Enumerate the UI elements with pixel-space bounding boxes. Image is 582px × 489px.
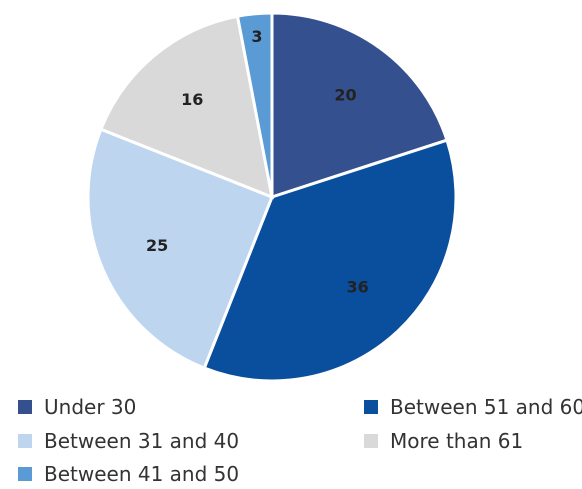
pie-slice-value-between-51-and-60: 36 <box>347 278 369 297</box>
pie-slice-between-41-and-50 <box>235 11 274 198</box>
pie-slice-value-between-41-and-50: 3 <box>251 27 262 46</box>
pie-slice-between-51-and-60 <box>202 138 458 383</box>
pie-slice-under-30 <box>270 11 449 200</box>
pie-slice-value-between-31-and-40: 25 <box>146 236 168 255</box>
pie-slice-more-than-61 <box>98 14 274 200</box>
pie-slice-between-31-and-40 <box>86 127 274 371</box>
pie-slice-value-under-30: 20 <box>334 85 356 104</box>
pie-slice-value-more-than-61: 16 <box>181 90 203 109</box>
